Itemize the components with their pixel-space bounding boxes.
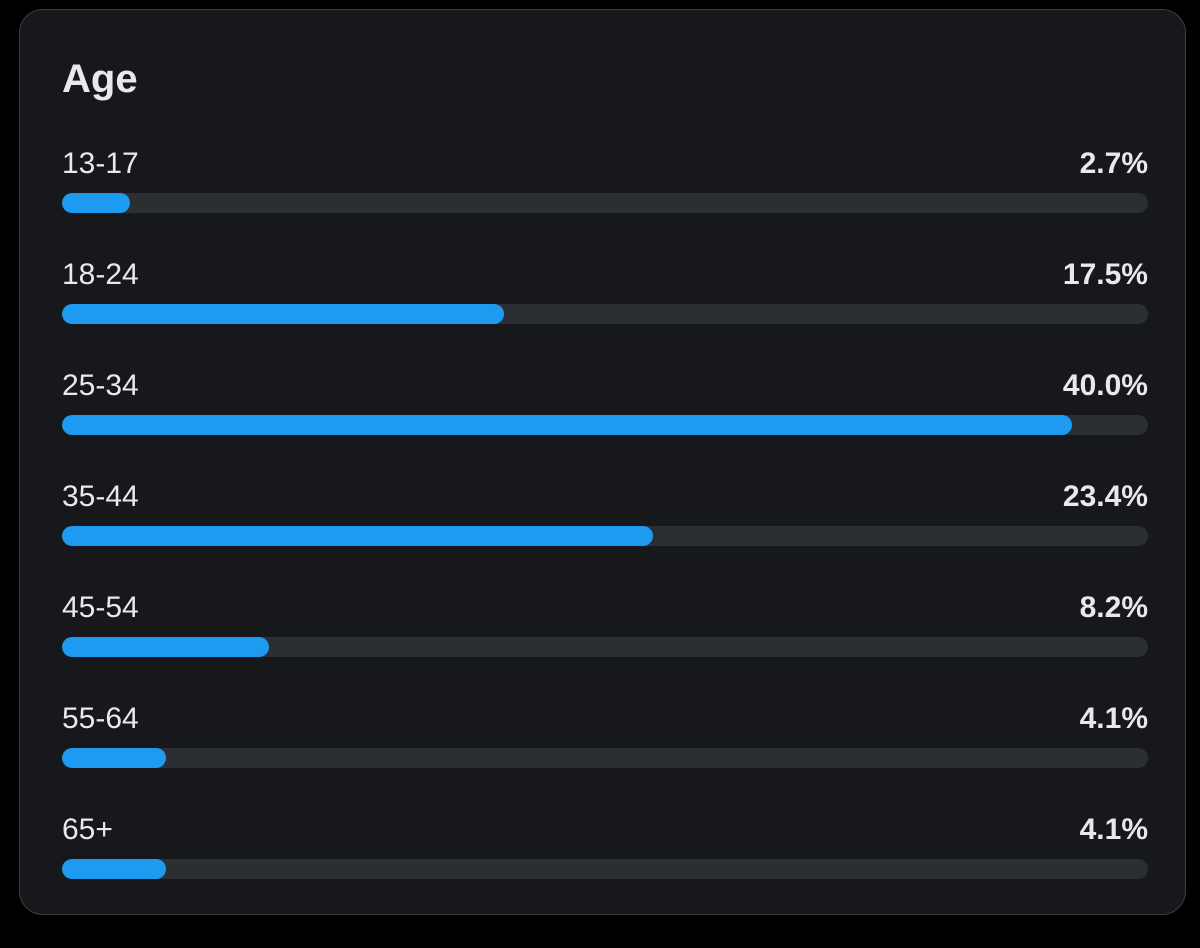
bar-track xyxy=(62,637,1148,657)
percentage-value: 4.1% xyxy=(1079,702,1148,735)
bar-track xyxy=(62,748,1148,768)
percentage-value: 4.1% xyxy=(1079,813,1148,846)
age-row: 25-34 40.0% xyxy=(62,364,1148,475)
bar-track xyxy=(62,193,1148,213)
bar-fill xyxy=(62,748,166,768)
age-range-label: 18-24 xyxy=(62,258,139,291)
age-row: 18-24 17.5% xyxy=(62,253,1148,364)
bar-track xyxy=(62,526,1148,546)
age-range-label: 13-17 xyxy=(62,147,139,180)
age-row: 13-17 2.7% xyxy=(62,142,1148,253)
bar-fill xyxy=(62,526,653,546)
bar-track xyxy=(62,304,1148,324)
percentage-value: 17.5% xyxy=(1062,258,1148,291)
age-row: 55-64 4.1% xyxy=(62,697,1148,808)
bar-fill xyxy=(62,193,131,213)
percentage-value: 23.4% xyxy=(1062,480,1148,513)
bar-fill xyxy=(62,415,1073,435)
percentage-value: 40.0% xyxy=(1062,369,1148,402)
age-row: 65+ 4.1% xyxy=(62,808,1148,919)
bar-track xyxy=(62,415,1148,435)
bar-fill xyxy=(62,859,166,879)
age-range-label: 45-54 xyxy=(62,591,139,624)
age-row: 35-44 23.4% xyxy=(62,475,1148,586)
age-range-label: 55-64 xyxy=(62,702,139,735)
card-title: Age xyxy=(62,57,138,101)
percentage-value: 2.7% xyxy=(1079,147,1148,180)
age-row: 45-54 8.2% xyxy=(62,586,1148,697)
age-card: Age 13-17 2.7% 18-24 17.5% 25-34 40.0% 35-44 23… xyxy=(19,9,1186,915)
bar-track xyxy=(62,859,1148,879)
bar-fill xyxy=(62,304,504,324)
percentage-value: 8.2% xyxy=(1079,591,1148,624)
bar-fill xyxy=(62,637,270,657)
age-range-label: 65+ xyxy=(62,813,113,846)
age-bar-list: 13-17 2.7% 18-24 17.5% 25-34 40.0% 35-44 23.4% 4… xyxy=(62,142,1148,919)
age-range-label: 25-34 xyxy=(62,369,139,402)
age-range-label: 35-44 xyxy=(62,480,139,513)
